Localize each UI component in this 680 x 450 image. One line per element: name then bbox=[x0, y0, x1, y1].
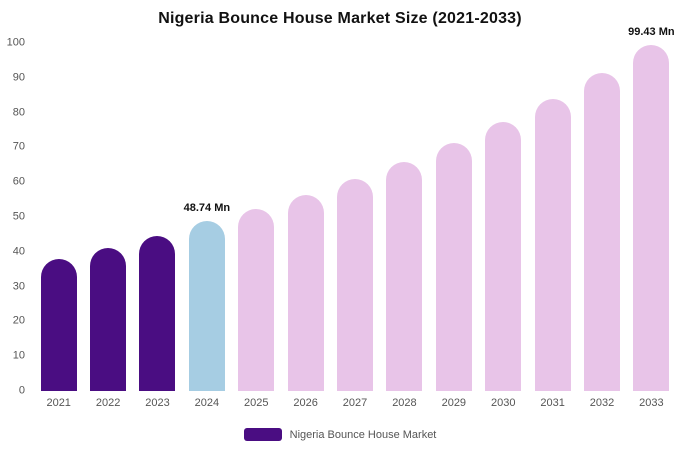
y-tick-label: 90 bbox=[12, 71, 25, 84]
bar-2032[interactable] bbox=[583, 72, 620, 391]
legend-swatch bbox=[243, 428, 282, 441]
bar-2027[interactable] bbox=[337, 178, 374, 391]
y-tick-label: 100 bbox=[6, 36, 25, 49]
bar-slot: 48.74 Mn bbox=[182, 43, 231, 391]
bar-slot bbox=[479, 43, 528, 391]
bar-slot bbox=[281, 43, 330, 391]
plot-area: 48.74 Mn 99.43 Mn bbox=[34, 26, 676, 391]
bar-slot bbox=[330, 43, 379, 391]
chart-title: Nigeria Bounce House Market Size (2021-2… bbox=[158, 10, 522, 27]
x-tick-label: 2030 bbox=[490, 397, 516, 409]
bar-2022[interactable] bbox=[90, 247, 127, 391]
x-tick-label: 2022 bbox=[95, 397, 121, 409]
x-tick-label: 2023 bbox=[145, 397, 170, 409]
x-tick-label: 2024 bbox=[194, 397, 220, 409]
x-tick-label: 2021 bbox=[46, 397, 71, 409]
bar-slot bbox=[133, 43, 182, 391]
x-tick-label: 2027 bbox=[342, 397, 368, 409]
x-tick-label: 2033 bbox=[639, 397, 664, 409]
x-tick-label: 2026 bbox=[293, 397, 318, 409]
bar-slot bbox=[34, 43, 83, 391]
y-tick-label: 30 bbox=[12, 280, 25, 293]
y-axis: 0 10 20 30 40 50 60 70 80 90 100 bbox=[0, 37, 28, 396]
bar-2031[interactable] bbox=[534, 99, 571, 391]
bar-2028[interactable] bbox=[386, 161, 423, 391]
bar-value-label: 48.74 Mn bbox=[183, 202, 231, 215]
bar-2025[interactable] bbox=[238, 209, 275, 391]
x-tick-label: 2032 bbox=[589, 397, 615, 409]
bar-slot bbox=[429, 43, 478, 391]
legend: Nigeria Bounce House Market bbox=[0, 428, 680, 441]
bar-slot bbox=[232, 43, 281, 391]
bar-2023[interactable] bbox=[139, 235, 176, 391]
x-tick-label: 2025 bbox=[244, 397, 269, 409]
bar-slot bbox=[380, 43, 429, 391]
bar-2029[interactable] bbox=[435, 142, 472, 391]
bar-value-label: 99.43 Mn bbox=[628, 25, 675, 38]
legend-label: Nigeria Bounce House Market bbox=[289, 428, 437, 441]
y-tick-label: 20 bbox=[12, 314, 25, 327]
bar-slot: 99.43 Mn bbox=[627, 26, 676, 391]
x-tick-label: 2029 bbox=[441, 397, 467, 409]
x-axis: 2021 2022 2023 2024 2025 2026 2027 2028 2029 2030… bbox=[34, 397, 676, 409]
y-tick-label: 10 bbox=[12, 349, 25, 362]
bar-2030[interactable] bbox=[485, 122, 522, 391]
y-tick-label: 70 bbox=[12, 140, 25, 153]
y-tick-label: 80 bbox=[12, 106, 25, 119]
x-tick-label: 2028 bbox=[392, 397, 417, 409]
bar-slot bbox=[528, 43, 577, 391]
bar-2033[interactable] bbox=[633, 44, 670, 391]
bar-2024[interactable] bbox=[188, 221, 225, 391]
y-tick-label: 40 bbox=[12, 245, 25, 258]
y-tick-label: 0 bbox=[18, 384, 25, 397]
bar-slot bbox=[83, 43, 132, 391]
bar-slot bbox=[577, 43, 626, 391]
bar-2026[interactable] bbox=[287, 195, 324, 391]
x-tick-label: 2031 bbox=[540, 397, 565, 409]
y-tick-label: 60 bbox=[12, 175, 25, 188]
bar-2021[interactable] bbox=[40, 259, 77, 391]
y-tick-label: 50 bbox=[12, 210, 25, 223]
